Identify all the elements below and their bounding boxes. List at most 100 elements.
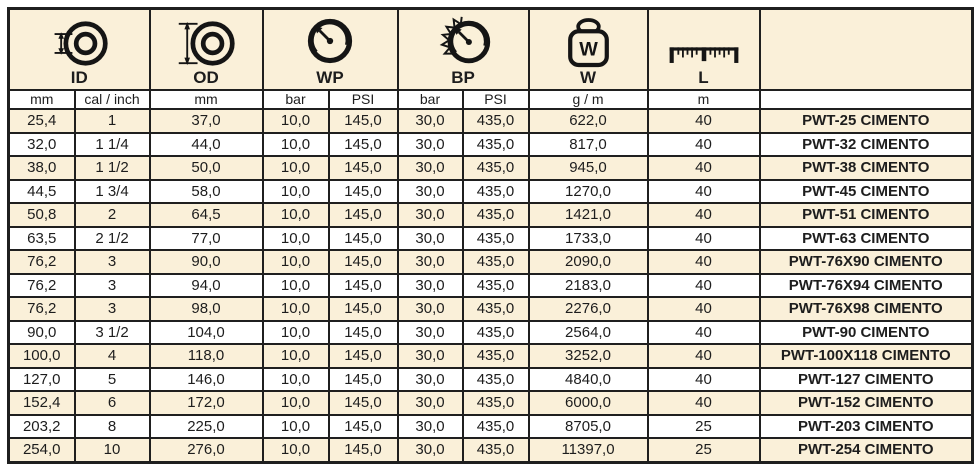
header-l: L bbox=[646, 7, 761, 91]
value-cell: 276,0 bbox=[148, 437, 264, 463]
value-cell: 435,0 bbox=[461, 155, 530, 181]
value-cell: 76,2 bbox=[7, 272, 76, 298]
value-cell: 40 bbox=[646, 343, 761, 369]
value-cell: 10,0 bbox=[261, 319, 330, 345]
value-cell: 77,0 bbox=[148, 225, 264, 251]
value-cell: 145,0 bbox=[327, 296, 399, 322]
product-name-cell: PWT-76X90 CIMENTO bbox=[758, 249, 974, 275]
value-cell: 145,0 bbox=[327, 131, 399, 157]
table-row: 203,2 8 225,0 10,0 145,0 30,0 435,0 8705,0 25 PWT… bbox=[7, 413, 974, 439]
value-cell: 435,0 bbox=[461, 178, 530, 204]
header-w-label: W bbox=[579, 68, 597, 88]
table-row: 152,4 6 172,0 10,0 145,0 30,0 435,0 6000,0 40 PWT… bbox=[7, 390, 974, 416]
value-cell: 10,0 bbox=[261, 272, 330, 298]
header-l-label: L bbox=[698, 68, 709, 88]
value-cell: 40 bbox=[646, 155, 761, 181]
value-cell: 435,0 bbox=[461, 225, 530, 251]
value-cell: 44,0 bbox=[148, 131, 264, 157]
outer-diameter-icon bbox=[178, 21, 235, 66]
value-cell: 435,0 bbox=[461, 343, 530, 369]
value-cell: 145,0 bbox=[327, 249, 399, 275]
value-cell: 145,0 bbox=[327, 437, 399, 463]
value-cell: 3252,0 bbox=[527, 343, 649, 369]
value-cell: 435,0 bbox=[461, 296, 530, 322]
value-cell: 8705,0 bbox=[527, 413, 649, 439]
table-row: 25,4 1 37,0 10,0 145,0 30,0 435,0 622,0 40 PWT-25… bbox=[7, 108, 974, 134]
value-cell: 10,0 bbox=[261, 202, 330, 228]
product-name-cell: PWT-76X94 CIMENTO bbox=[758, 272, 974, 298]
unit-cell-id-inch: cal / inch bbox=[73, 89, 151, 110]
value-cell: 10,0 bbox=[261, 437, 330, 463]
value-cell: 2090,0 bbox=[527, 249, 649, 275]
value-cell: 118,0 bbox=[148, 343, 264, 369]
value-cell: 30,0 bbox=[396, 366, 464, 392]
product-name-cell: PWT-76X98 CIMENTO bbox=[758, 296, 974, 322]
value-cell: 2 bbox=[73, 202, 151, 228]
value-cell: 30,0 bbox=[396, 343, 464, 369]
value-cell: 2276,0 bbox=[527, 296, 649, 322]
value-cell: 10,0 bbox=[261, 249, 330, 275]
value-cell: 58,0 bbox=[148, 178, 264, 204]
value-cell: 40 bbox=[646, 272, 761, 298]
value-cell: 145,0 bbox=[327, 108, 399, 134]
value-cell: 4 bbox=[73, 343, 151, 369]
value-cell: 435,0 bbox=[461, 319, 530, 345]
table-body: 25,4 1 37,0 10,0 145,0 30,0 435,0 622,0 40 PWT-25… bbox=[7, 108, 974, 463]
value-cell: 10,0 bbox=[261, 413, 330, 439]
value-cell: 30,0 bbox=[396, 131, 464, 157]
value-cell: 435,0 bbox=[461, 390, 530, 416]
product-name-cell: PWT-254 CIMENTO bbox=[758, 437, 974, 463]
value-cell: 145,0 bbox=[327, 413, 399, 439]
value-cell: 40 bbox=[646, 131, 761, 157]
table-row: 254,0 10 276,0 10,0 145,0 30,0 435,0 11397,0 25 P… bbox=[7, 437, 974, 463]
unit-cell-bp-bar: bar bbox=[396, 89, 464, 110]
value-cell: 30,0 bbox=[396, 272, 464, 298]
value-cell: 435,0 bbox=[461, 413, 530, 439]
header-wp: WP bbox=[261, 7, 399, 91]
unit-cell-wp-psi: PSI bbox=[327, 89, 399, 110]
value-cell: 40 bbox=[646, 108, 761, 134]
value-cell: 1 bbox=[73, 108, 151, 134]
table-header: ID OD bbox=[7, 7, 974, 110]
value-cell: 10,0 bbox=[261, 225, 330, 251]
value-cell: 10,0 bbox=[261, 390, 330, 416]
value-cell: 435,0 bbox=[461, 131, 530, 157]
header-id: ID bbox=[7, 7, 151, 91]
table-row: 44,5 1 3/4 58,0 10,0 145,0 30,0 435,0 1270,0 40 P… bbox=[7, 178, 974, 204]
icon-header-row: ID OD bbox=[7, 7, 974, 91]
value-cell: 435,0 bbox=[461, 249, 530, 275]
value-cell: 622,0 bbox=[527, 108, 649, 134]
value-cell: 94,0 bbox=[148, 272, 264, 298]
value-cell: 30,0 bbox=[396, 155, 464, 181]
table-row: 127,0 5 146,0 10,0 145,0 30,0 435,0 4840,0 40 PWT… bbox=[7, 366, 974, 392]
value-cell: 64,5 bbox=[148, 202, 264, 228]
unit-cell-w-gm: g / m bbox=[527, 89, 649, 110]
table-row: 63,5 2 1/2 77,0 10,0 145,0 30,0 435,0 1733,0 40 P… bbox=[7, 225, 974, 251]
header-wp-label: WP bbox=[316, 68, 344, 88]
unit-cell-od-mm: mm bbox=[148, 89, 264, 110]
unit-cell-product bbox=[758, 89, 974, 110]
unit-cell-bp-psi: PSI bbox=[461, 89, 530, 110]
value-cell: 40 bbox=[646, 296, 761, 322]
table-row: 38,0 1 1/2 50,0 10,0 145,0 30,0 435,0 945,0 40 PW… bbox=[7, 155, 974, 181]
header-bp-label: BP bbox=[451, 68, 475, 88]
value-cell: 10,0 bbox=[261, 296, 330, 322]
unit-cell-id-mm: mm bbox=[7, 89, 76, 110]
value-cell: 10,0 bbox=[261, 343, 330, 369]
header-product bbox=[758, 7, 974, 91]
value-cell: 945,0 bbox=[527, 155, 649, 181]
value-cell: 100,0 bbox=[7, 343, 76, 369]
unit-cell-wp-bar: bar bbox=[261, 89, 330, 110]
value-cell: 1 1/2 bbox=[73, 155, 151, 181]
value-cell: 1 1/4 bbox=[73, 131, 151, 157]
value-cell: 6 bbox=[73, 390, 151, 416]
header-od: OD bbox=[148, 7, 264, 91]
value-cell: 63,5 bbox=[7, 225, 76, 251]
value-cell: 3 bbox=[73, 296, 151, 322]
product-name-cell: PWT-45 CIMENTO bbox=[758, 178, 974, 204]
header-id-label: ID bbox=[70, 68, 88, 88]
working-pressure-gauge-icon bbox=[307, 19, 353, 64]
header-bp: BP bbox=[396, 7, 530, 91]
value-cell: 25 bbox=[646, 437, 761, 463]
